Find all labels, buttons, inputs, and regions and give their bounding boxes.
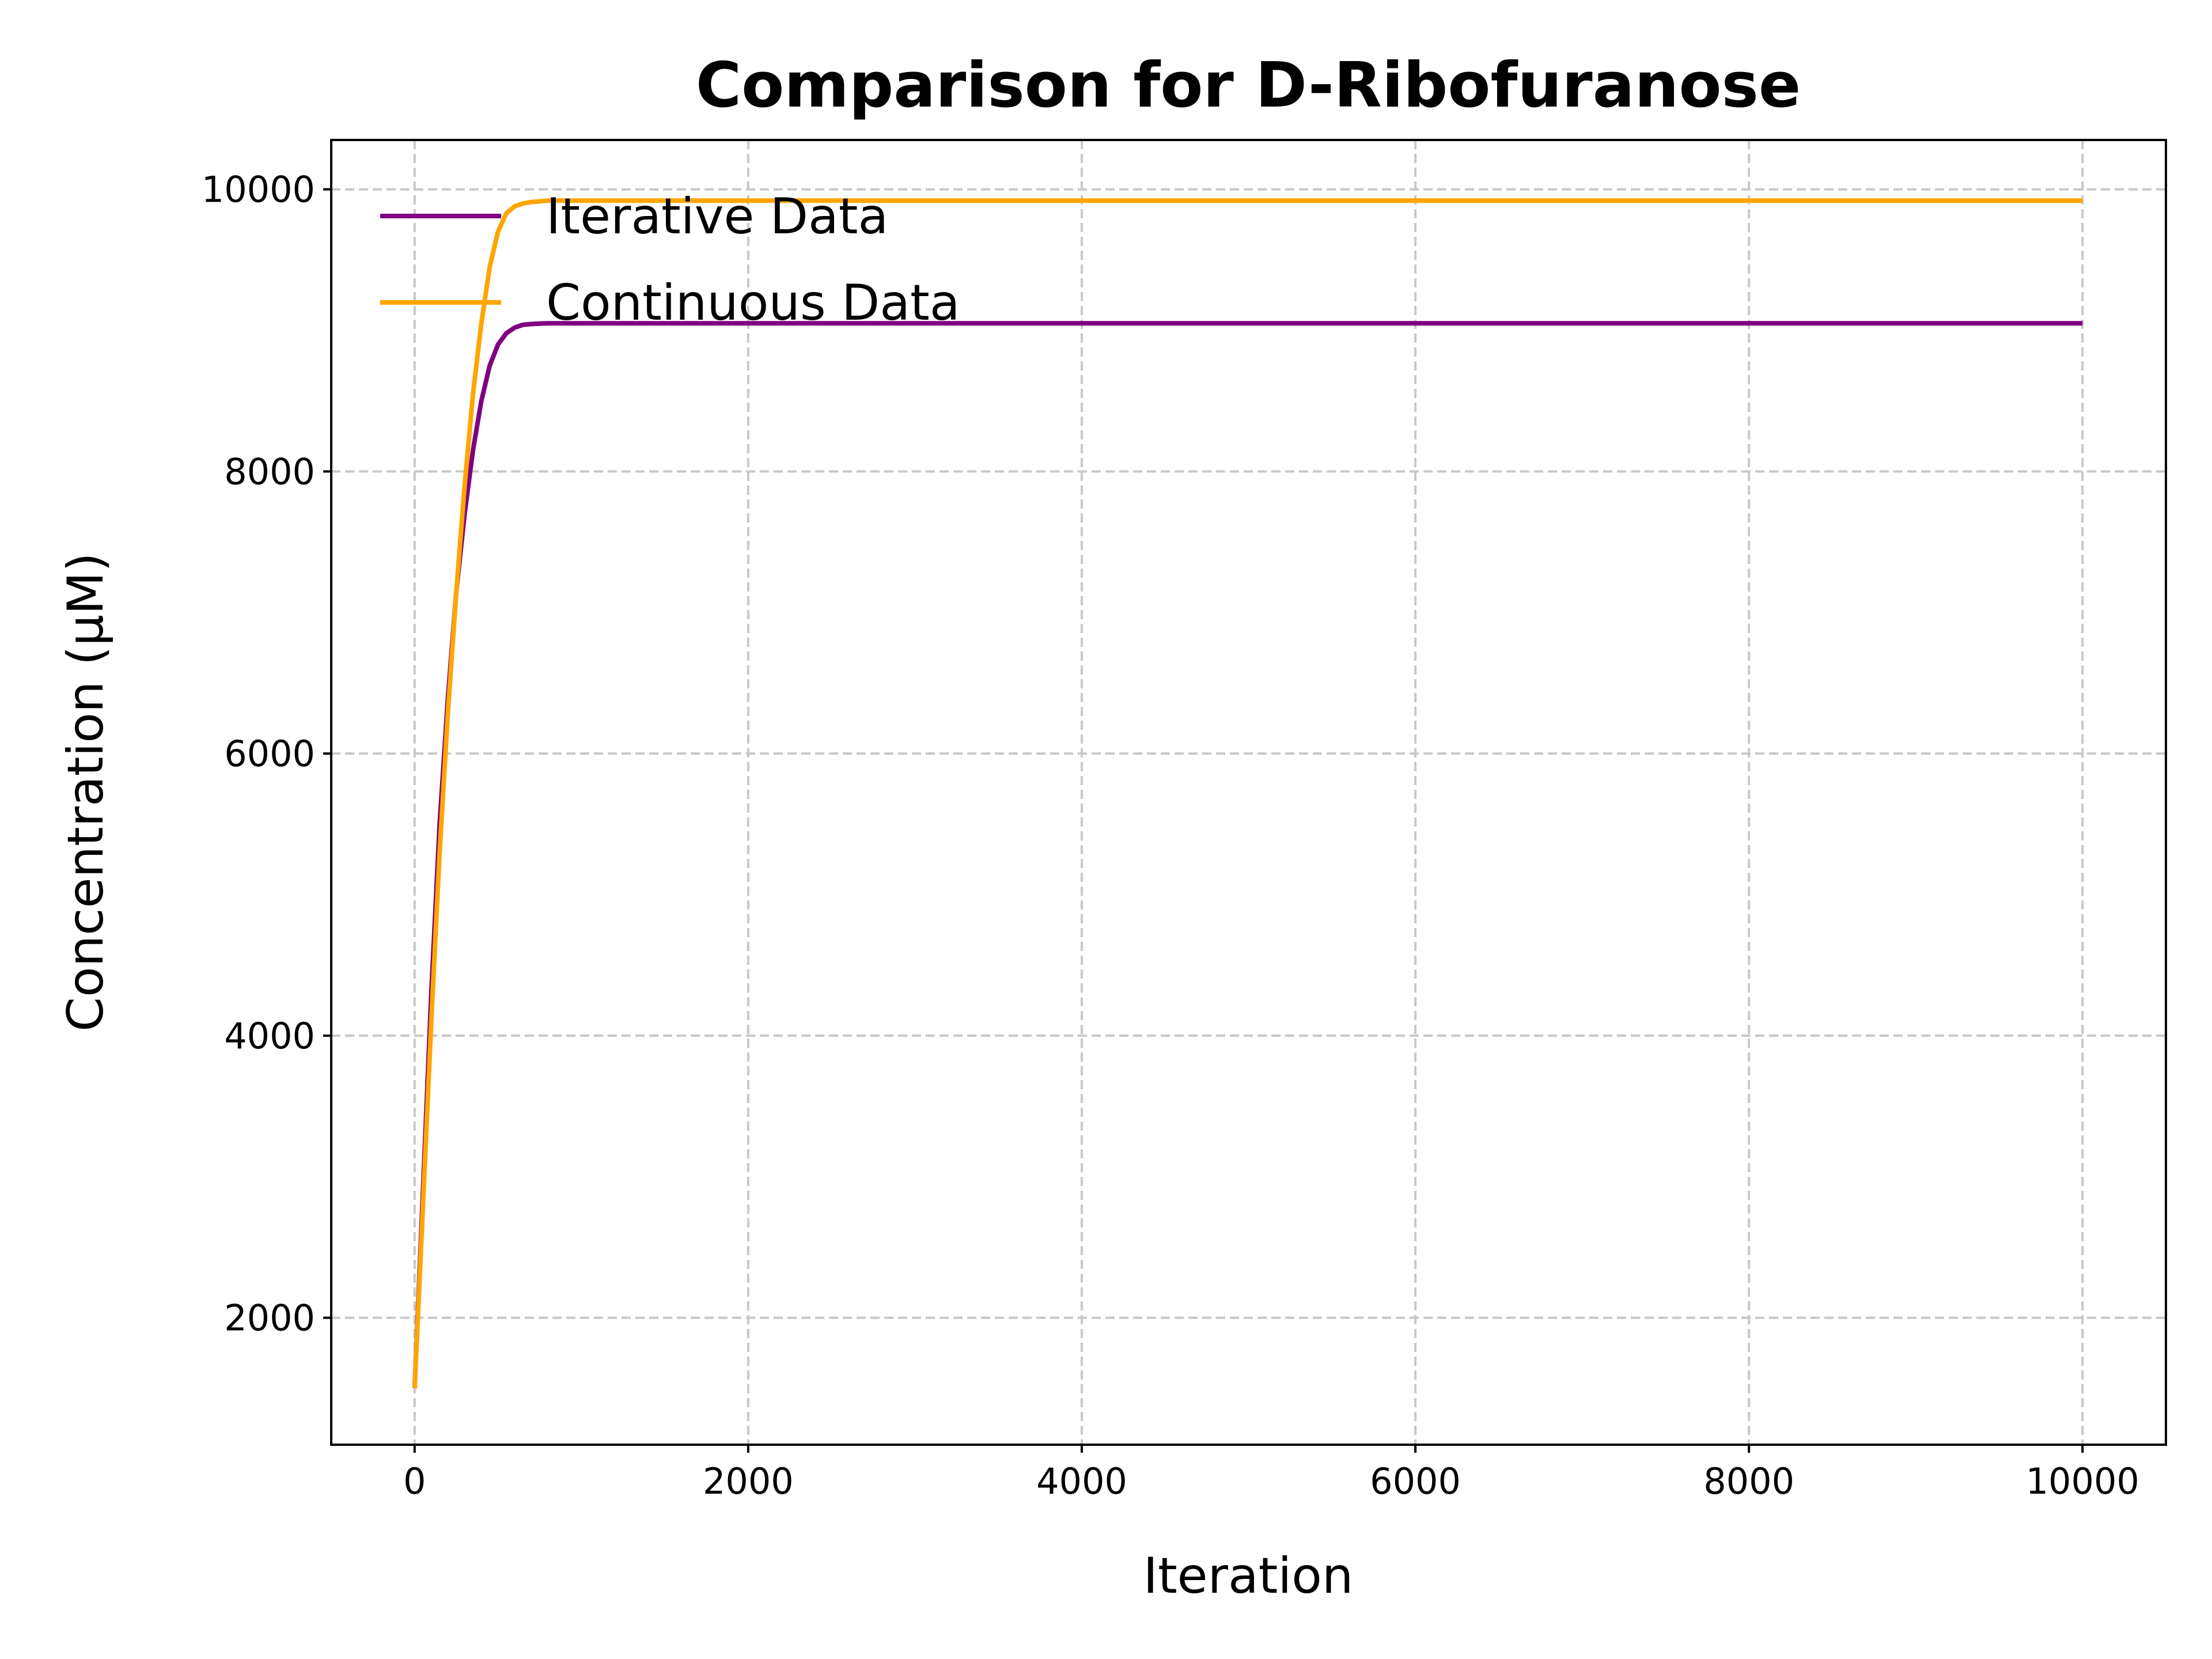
legend: Iterative Data Continuous Data: [380, 188, 960, 332]
x-tick-label: 2000: [703, 1460, 794, 1502]
x-tick-label: 8000: [1703, 1460, 1794, 1502]
legend-label: Continuous Data: [546, 274, 960, 332]
plot-frame: [330, 139, 2167, 1446]
y-tick-label: 4000: [224, 1015, 315, 1057]
y-axis-label: Concentration (μM): [57, 552, 115, 1032]
x-tick-label: 6000: [1370, 1460, 1461, 1502]
series-layer: [412, 198, 2083, 1389]
x-tick-label: 4000: [1036, 1460, 1127, 1502]
chart-title: Comparison for D-Ribofuranose: [696, 50, 1801, 122]
y-tick-label: 2000: [224, 1297, 315, 1339]
x-axis-label: Iteration: [1143, 1547, 1354, 1605]
x-tick-label: 10000: [2026, 1460, 2139, 1502]
series-line-continuous: [412, 198, 2083, 1389]
legend-label: Iterative Data: [546, 188, 888, 245]
y-tick-label: 8000: [224, 450, 315, 493]
x-tick-label: 0: [403, 1460, 426, 1502]
grid-layer: [331, 140, 2166, 1445]
ticks-layer: 0 2000 4000 6000 8000 10000 2000 4000 6000 8000 10…: [202, 169, 2139, 1502]
y-tick-label: 10000: [202, 169, 315, 211]
y-tick-label: 6000: [224, 733, 315, 775]
